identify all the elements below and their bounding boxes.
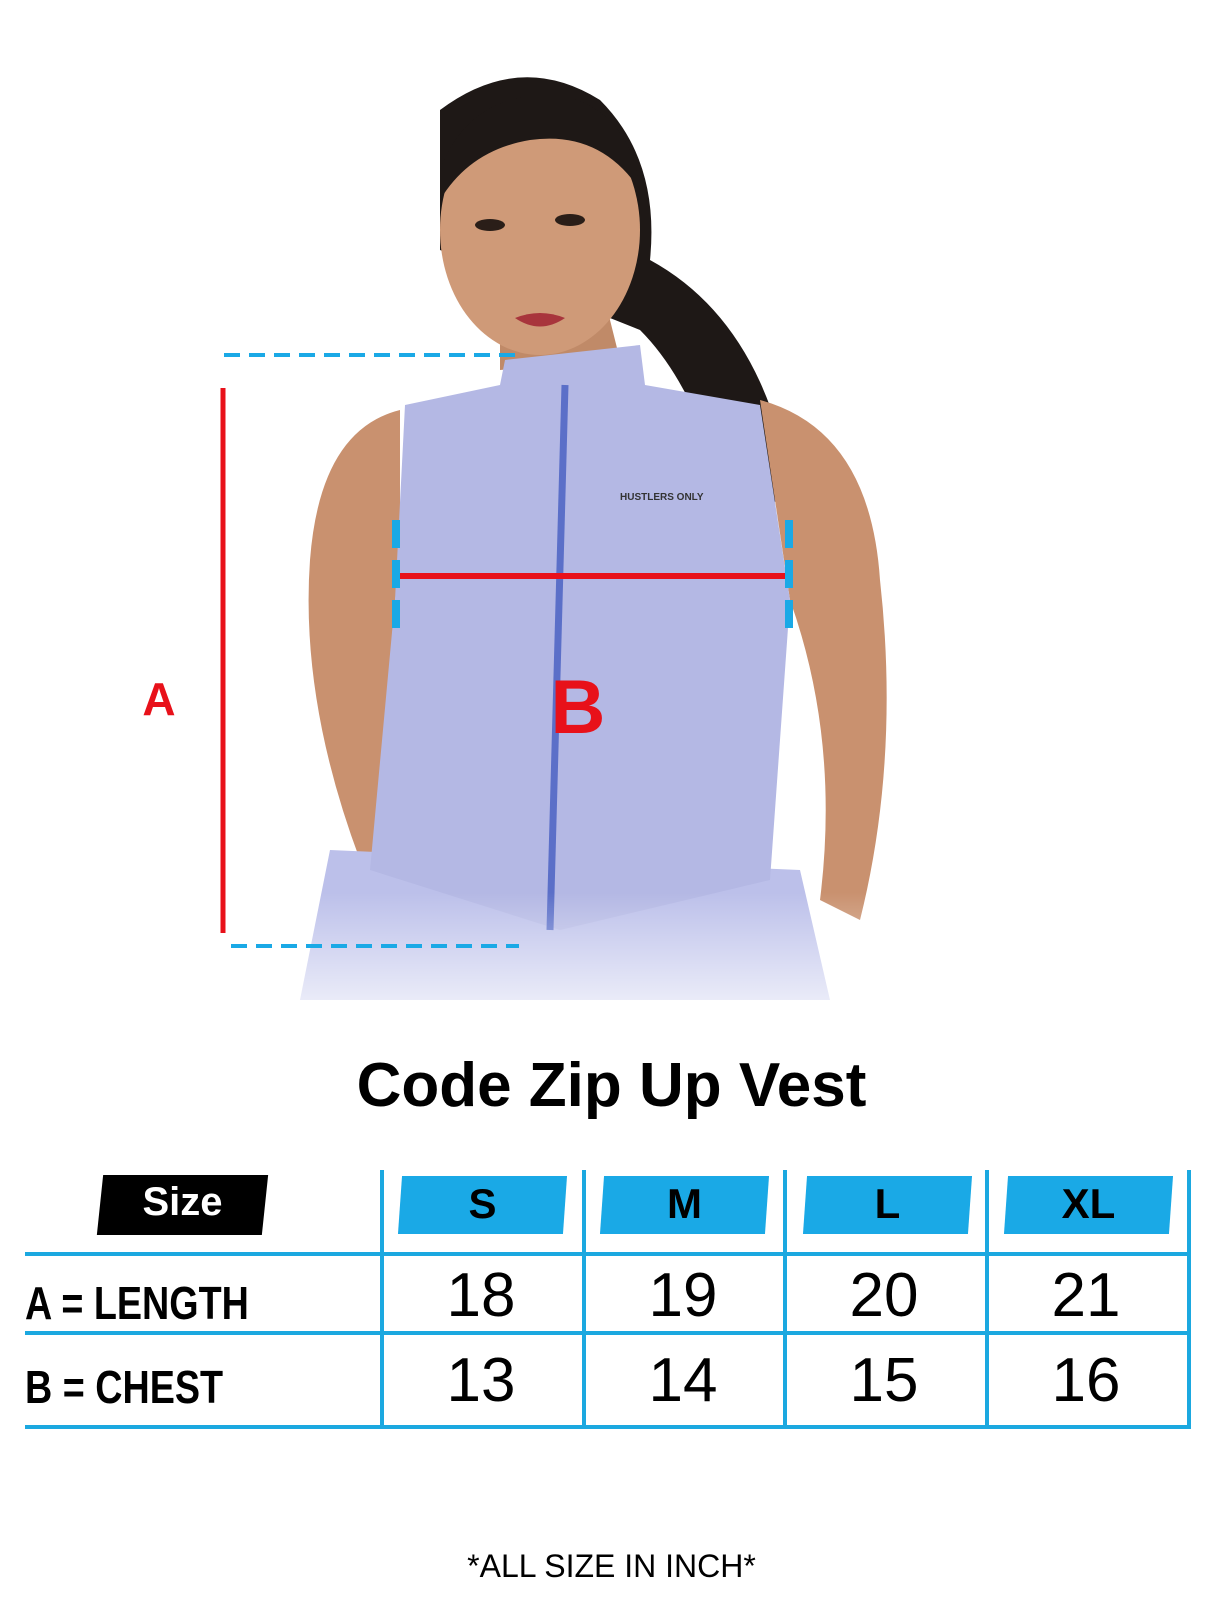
- size-tag-xl: [1003, 1176, 1174, 1234]
- divider: [380, 1170, 384, 1429]
- size-header-label: Size: [142, 1180, 223, 1224]
- length-xl: 21: [1051, 1261, 1121, 1330]
- model-photo: HUSTLERS ONLY A B: [0, 0, 1223, 1050]
- size-tag-l: [802, 1176, 973, 1234]
- divider: [25, 1252, 1191, 1256]
- footnote: *ALL SIZE IN INCH*: [467, 1548, 756, 1584]
- size-tag-m: [599, 1176, 770, 1234]
- label-a: A: [142, 673, 175, 725]
- product-title: Code Zip Up Vest: [356, 1051, 867, 1120]
- size-l: L: [874, 1180, 901, 1227]
- label-b: B: [551, 665, 606, 750]
- chest-l: 15: [849, 1346, 919, 1415]
- row-label-length: A = LENGTH: [25, 1277, 249, 1329]
- size-tag-s: [397, 1176, 568, 1234]
- divider: [783, 1170, 787, 1429]
- length-s: 18: [446, 1261, 516, 1330]
- size-xl: XL: [1061, 1180, 1116, 1227]
- chest-m: 14: [648, 1346, 718, 1415]
- size-s: S: [468, 1180, 497, 1227]
- divider: [1187, 1170, 1191, 1429]
- divider: [985, 1170, 989, 1429]
- length-l: 20: [849, 1261, 919, 1330]
- divider: [582, 1170, 586, 1429]
- length-m: 19: [648, 1261, 718, 1330]
- size-header-tag: [96, 1175, 269, 1235]
- divider: [25, 1425, 1191, 1429]
- size-m: M: [667, 1180, 702, 1227]
- row-label-chest: B = CHEST: [25, 1361, 224, 1413]
- divider: [25, 1331, 1191, 1335]
- chest-s: 13: [446, 1346, 516, 1415]
- chest-xl: 16: [1051, 1346, 1121, 1415]
